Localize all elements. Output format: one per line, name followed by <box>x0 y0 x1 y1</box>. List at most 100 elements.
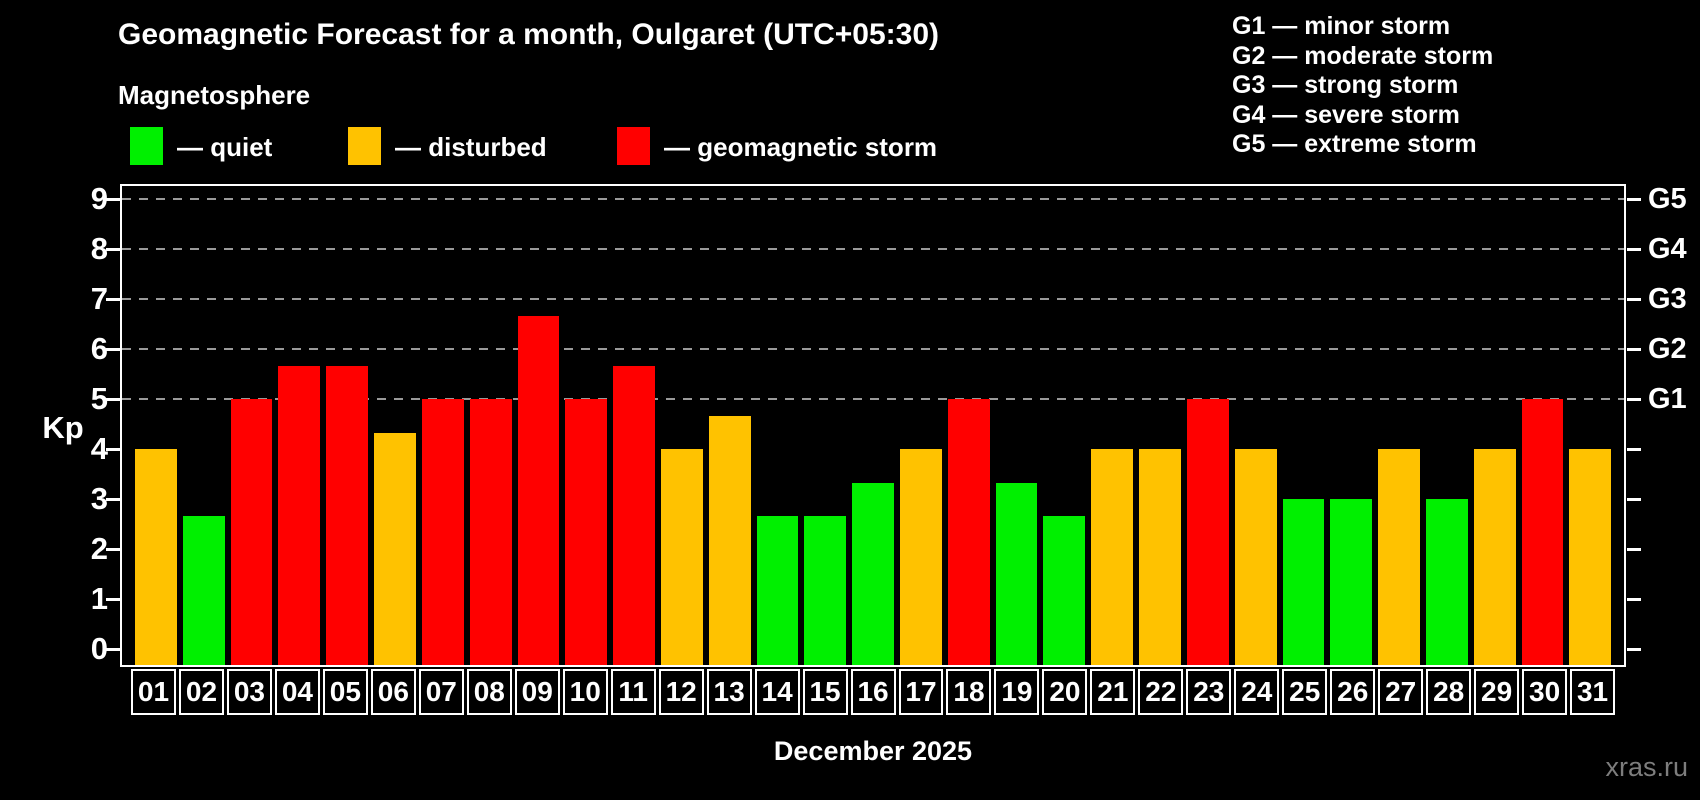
day-label-15: 15 <box>802 669 848 715</box>
legend-swatch-disturbed-icon <box>348 127 381 165</box>
g-legend-line-g3: G3 — strong storm <box>1232 71 1459 99</box>
gridline-kp-6 <box>122 348 1624 350</box>
kp-bar-day-17 <box>900 449 942 665</box>
right-axis-label-g4: G4 <box>1648 233 1687 265</box>
day-label-27: 27 <box>1378 669 1424 715</box>
y-tick-right-7 <box>1627 298 1641 301</box>
y-tick-label-0: 0 <box>90 631 108 666</box>
y-tick-right-6 <box>1627 348 1641 351</box>
kp-bar-day-06 <box>374 432 416 665</box>
day-label-14: 14 <box>754 669 800 715</box>
y-tick-left-6 <box>106 348 120 351</box>
kp-bar-day-19 <box>995 482 1038 665</box>
kp-bar-day-03 <box>230 399 273 665</box>
day-label-09: 09 <box>514 669 560 715</box>
kp-bar-day-01 <box>135 449 177 665</box>
day-label-22: 22 <box>1138 669 1184 715</box>
y-tick-left-7 <box>106 298 120 301</box>
kp-bar-day-11 <box>613 365 655 665</box>
kp-bar-day-31 <box>1569 449 1612 665</box>
legend-swatch-storm-icon <box>617 127 650 165</box>
kp-bar-day-29 <box>1473 449 1516 665</box>
kp-bar-day-08 <box>469 399 512 665</box>
day-label-24: 24 <box>1234 669 1280 715</box>
plot-area <box>120 184 1626 667</box>
right-axis-label-g1: G1 <box>1648 383 1687 415</box>
y-tick-right-2 <box>1627 548 1641 551</box>
x-axis-day-labels: 01 02 03 04 05 06 07 08 09 10 11 12 13 14 15 16 17 18 19 20… <box>120 669 1626 715</box>
kp-bar-day-23 <box>1186 399 1229 665</box>
y-tick-label-8: 8 <box>90 231 108 266</box>
day-label-31: 31 <box>1570 669 1616 715</box>
y-tick-label-4: 4 <box>90 431 108 466</box>
gridline-kp-5 <box>122 398 1624 400</box>
kp-bar-day-09 <box>517 315 560 665</box>
legend-swatch-quiet-icon <box>130 127 163 165</box>
watermark: xras.ru <box>1605 752 1688 782</box>
y-axis-title: Kp <box>42 410 84 445</box>
y-tick-right-4 <box>1627 448 1641 451</box>
y-tick-left-8 <box>106 248 120 251</box>
day-label-19: 19 <box>994 669 1040 715</box>
legend-label-disturbed: — disturbed <box>395 132 547 162</box>
day-label-03: 03 <box>226 669 272 715</box>
kp-bar-day-14 <box>756 515 799 665</box>
gridline-kp-7 <box>122 298 1624 300</box>
day-label-16: 16 <box>850 669 896 715</box>
kp-bar-day-18 <box>947 399 990 665</box>
y-tick-left-3 <box>106 498 120 501</box>
day-label-20: 20 <box>1042 669 1088 715</box>
y-tick-label-1: 1 <box>90 581 108 616</box>
right-axis-label-g5: G5 <box>1648 183 1687 215</box>
g-scale-legend: G1 — minor storm G2 — moderate storm G3 … <box>1232 12 1493 160</box>
day-label-08: 08 <box>466 669 512 715</box>
gridline-kp-9 <box>122 198 1624 200</box>
g-legend-line-g2: G2 — moderate storm <box>1232 41 1494 70</box>
y-tick-right-0 <box>1627 648 1641 651</box>
kp-bar-day-13 <box>708 415 751 665</box>
y-tick-label-5: 5 <box>90 381 108 416</box>
y-tick-left-0 <box>106 648 120 651</box>
kp-bar-day-27 <box>1378 449 1420 665</box>
day-label-10: 10 <box>562 669 608 715</box>
day-label-02: 02 <box>178 669 224 715</box>
kp-bar-day-10 <box>565 399 608 665</box>
g-legend-line-g1: G1 — minor storm <box>1232 12 1451 40</box>
y-tick-label-3: 3 <box>90 481 108 516</box>
kp-bar-day-28 <box>1425 499 1468 665</box>
y-tick-right-3 <box>1627 498 1641 501</box>
y-tick-right-5 <box>1627 398 1641 401</box>
day-label-23: 23 <box>1186 669 1232 715</box>
kp-bar-day-12 <box>660 449 703 665</box>
day-label-04: 04 <box>274 669 320 715</box>
day-label-26: 26 <box>1330 669 1376 715</box>
page-title: Geomagnetic Forecast for a month, Oulgar… <box>118 18 940 51</box>
kp-bar-day-05 <box>326 365 369 665</box>
y-tick-right-1 <box>1627 598 1641 601</box>
kp-bar-day-07 <box>421 399 464 665</box>
legend-label-quiet: — quiet <box>177 132 273 162</box>
right-axis-label-g2: G2 <box>1648 333 1687 365</box>
bar-layer <box>122 186 1624 665</box>
legend-label-storm: — geomagnetic storm <box>664 132 938 162</box>
day-label-07: 07 <box>418 669 464 715</box>
y-tick-label-9: 9 <box>90 181 108 216</box>
day-label-21: 21 <box>1090 669 1136 715</box>
kp-bar-day-25 <box>1282 499 1325 665</box>
day-label-17: 17 <box>898 669 944 715</box>
day-label-28: 28 <box>1426 669 1472 715</box>
day-label-12: 12 <box>658 669 704 715</box>
y-tick-left-1 <box>106 598 120 601</box>
day-label-06: 06 <box>370 669 416 715</box>
day-label-18: 18 <box>946 669 992 715</box>
kp-bar-day-04 <box>278 365 321 665</box>
kp-bar-day-16 <box>852 482 894 665</box>
chart-subtitle: Magnetosphere <box>118 80 311 110</box>
gridline-kp-8 <box>122 248 1624 250</box>
kp-bar-day-26 <box>1330 499 1373 665</box>
y-tick-right-9 <box>1627 198 1641 201</box>
kp-bar-day-21 <box>1091 449 1134 665</box>
kp-bar-day-15 <box>804 515 847 665</box>
kp-bar-day-02 <box>182 515 225 665</box>
